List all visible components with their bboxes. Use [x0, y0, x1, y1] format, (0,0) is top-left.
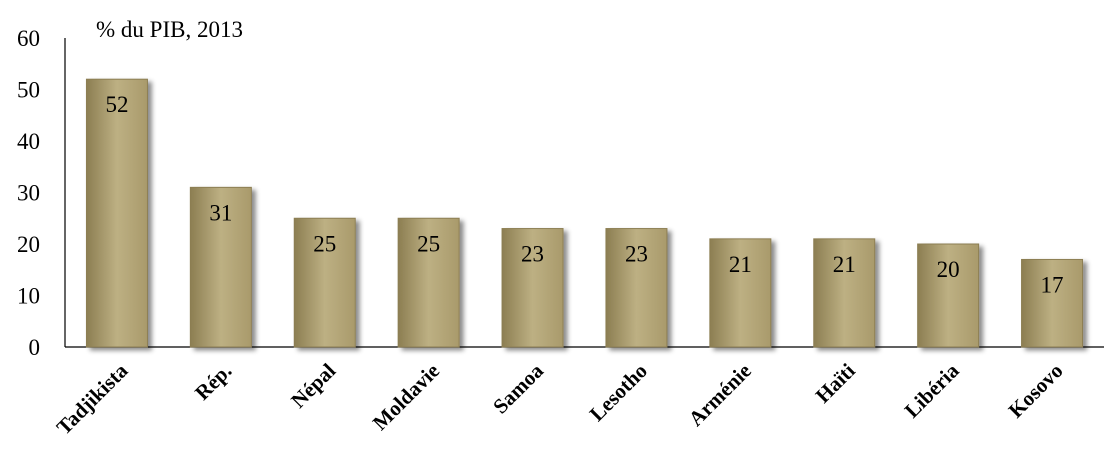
data-label-1: 31 [209, 200, 232, 225]
y-axis-tick-labels: 0 10 20 30 40 50 60 [17, 26, 40, 360]
data-label-5: 23 [625, 242, 648, 267]
bar-3 [397, 217, 460, 348]
data-label-7: 21 [833, 252, 856, 277]
bar-2 [293, 217, 356, 348]
data-label-6: 21 [729, 252, 752, 277]
x-tick-label-6: Arménie [684, 359, 756, 431]
x-tick-label-9: Kosovo [1004, 359, 1068, 423]
data-label-0: 52 [105, 92, 128, 117]
y-tick-label-1: 10 [17, 284, 40, 309]
data-label-8: 20 [937, 257, 960, 282]
bar-4 [501, 228, 564, 348]
y-tick-label-3: 30 [17, 181, 40, 206]
bar-7 [813, 238, 876, 348]
bar-8 [917, 243, 980, 348]
bar-0 [85, 78, 148, 348]
data-label-2: 25 [313, 231, 336, 256]
data-label-9: 17 [1041, 272, 1064, 297]
x-axis-tick-labels: Tadjikista Rép. Népal Moldavie Samoa Lesotho A… [52, 358, 1068, 439]
x-tick-label-8: Libéria [900, 358, 964, 422]
x-tick-label-5: Lesotho [585, 359, 652, 426]
x-tick-label-3: Moldavie [368, 359, 444, 435]
data-label-4: 23 [521, 242, 544, 267]
bar-9 [1021, 258, 1084, 348]
y-tick-label-6: 60 [17, 26, 40, 51]
x-tick-label-1: Rép. [190, 359, 236, 405]
y-tick-label-2: 20 [17, 232, 40, 257]
x-tick-label-4: Samoa [488, 358, 548, 418]
bar-1 [189, 186, 252, 348]
x-tick-label-2: Népal [286, 358, 340, 412]
x-tick-label-0: Tadjikista [52, 358, 133, 439]
data-label-3: 25 [417, 231, 440, 256]
bar-5 [605, 228, 668, 348]
y-tick-label-5: 50 [17, 78, 40, 103]
chart-subtitle: % du PIB, 2013 [96, 17, 243, 42]
y-tick-label-0: 0 [29, 335, 41, 360]
bar-6 [709, 238, 772, 348]
y-tick-label-4: 40 [17, 129, 40, 154]
x-tick-label-7: Haïti [811, 358, 860, 407]
bars-group [85, 78, 1084, 348]
data-labels-group: 52 31 25 25 23 23 21 21 20 17 [105, 92, 1063, 297]
